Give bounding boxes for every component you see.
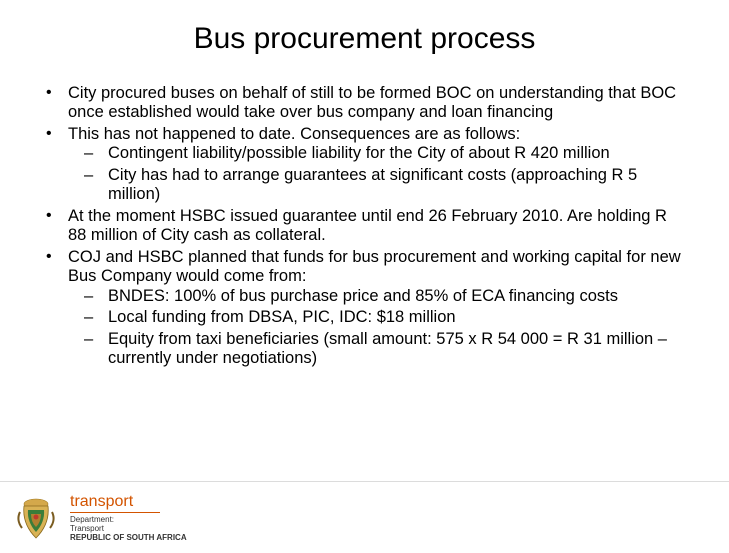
slide: Bus procurement process City procured bu…	[0, 0, 729, 553]
sub-bullet-item: Local funding from DBSA, PIC, IDC: $18 m…	[108, 308, 689, 327]
slide-title: Bus procurement process	[40, 22, 689, 56]
sub-bullet-item: Contingent liability/possible liability …	[108, 144, 689, 163]
bullet-item: City procured buses on behalf of still t…	[68, 84, 689, 123]
bullet-item: This has not happened to date. Consequen…	[68, 125, 689, 205]
bullet-item: At the moment HSBC issued guarantee unti…	[68, 207, 689, 246]
footer-country: REPUBLIC OF SOUTH AFRICA	[70, 534, 187, 543]
footer-divider	[70, 512, 160, 513]
sub-bullet-list: BNDES: 100% of bus purchase price and 85…	[68, 287, 689, 369]
sub-bullet-item: Equity from taxi beneficiaries (small am…	[108, 330, 689, 369]
footer-logo-text: transport Department: Transport REPUBLIC…	[70, 493, 187, 543]
bullet-text: COJ and HSBC planned that funds for bus …	[68, 248, 681, 285]
bullet-item: COJ and HSBC planned that funds for bus …	[68, 248, 689, 369]
sub-bullet-item: BNDES: 100% of bus purchase price and 85…	[108, 287, 689, 306]
coat-of-arms-icon	[12, 494, 60, 542]
bullet-text: This has not happened to date. Consequen…	[68, 125, 520, 143]
bullet-list: City procured buses on behalf of still t…	[40, 84, 689, 369]
sub-bullet-list: Contingent liability/possible liability …	[68, 144, 689, 204]
slide-footer: transport Department: Transport REPUBLIC…	[0, 481, 729, 553]
footer-brand: transport	[70, 493, 187, 511]
sub-bullet-item: City has had to arrange guarantees at si…	[108, 166, 689, 205]
slide-content: City procured buses on behalf of still t…	[40, 84, 689, 369]
